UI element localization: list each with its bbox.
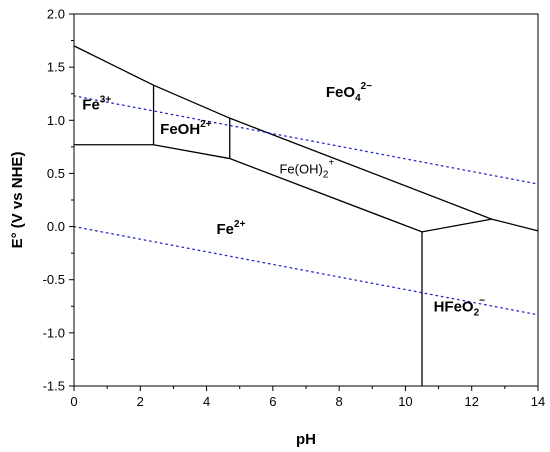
axis-ticks	[69, 13, 539, 391]
water-line	[73, 225, 539, 316]
y-tick-label: -1.5	[43, 379, 65, 394]
y-tick-label: -0.5	[43, 272, 65, 287]
region-labels: Fe3+ FeOH2+ Fe(OH)2+ FeO42− Fe2+ HFeO2−	[82, 81, 485, 319]
x-tick-label: 14	[531, 394, 545, 409]
x-tick-label: 12	[464, 394, 478, 409]
plot-frame	[73, 13, 539, 387]
y-tick-label: 2.0	[47, 7, 65, 22]
x-tick-label: 0	[70, 394, 77, 409]
water-line	[73, 95, 539, 185]
boundary-line	[74, 144, 492, 233]
x-tick-label: 4	[203, 394, 210, 409]
x-tick-label: 10	[398, 394, 412, 409]
y-tick-label: 0.0	[47, 219, 65, 234]
y-tick-labels: -1.5 -1.0 -0.5 0.0 0.5 1.0 1.5 2.0	[43, 7, 65, 394]
x-tick-label: 6	[269, 394, 276, 409]
x-tick-label: 8	[336, 394, 343, 409]
water-stability-lines	[73, 95, 539, 316]
region-label: FeOH2+	[160, 119, 212, 138]
y-tick-label: 1.5	[47, 60, 65, 75]
region-label: Fe(OH)2+	[279, 157, 334, 180]
y-tick-label: -1.0	[43, 325, 65, 340]
x-tick-labels: 0 2 4 6 8 10 12 14	[70, 394, 545, 409]
y-tick-label: 0.5	[47, 166, 65, 181]
region-label: HFeO2−	[434, 296, 486, 319]
y-axis-title: E° (V vs NHE)	[9, 152, 26, 249]
y-tick-label: 1.0	[47, 113, 65, 128]
x-tick-label: 2	[137, 394, 144, 409]
phase-boundaries	[73, 45, 539, 386]
region-label: FeO42−	[326, 81, 372, 104]
region-label: Fe3+	[82, 95, 111, 114]
x-axis-title: pH	[296, 431, 316, 448]
boundary-line	[73, 45, 539, 232]
region-label: Fe2+	[217, 219, 246, 238]
